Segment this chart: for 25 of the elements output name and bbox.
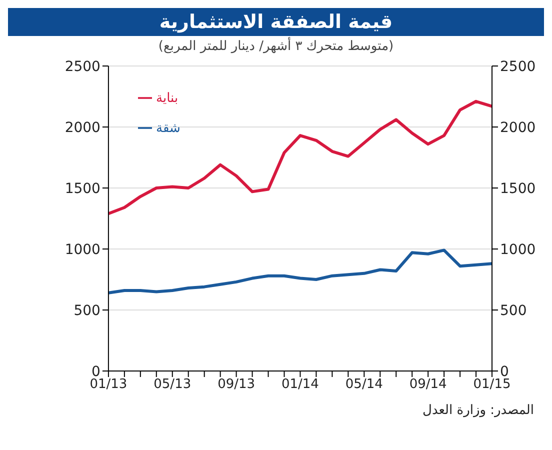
y2-tick-label: 2500 (500, 58, 536, 75)
x-tick-label: 01/14 (281, 377, 319, 392)
y-tick-label: 0 (92, 364, 100, 380)
text: المصدر: وزارة العدل (422, 403, 535, 418)
x-tick-label: 09/14 (409, 377, 447, 392)
y2-tick-label: 500 (500, 302, 527, 319)
legend-label: شقة (156, 121, 180, 136)
chart-subtitle: (متوسط متحرك ٣ أشهر/ دينار للمتر المربع) (157, 39, 395, 54)
y-tick-label: 2500 (64, 58, 100, 75)
y2-tick-label: 1500 (500, 180, 536, 197)
x-tick-label: 01/15 (473, 377, 511, 392)
x-tick-label: 05/13 (154, 377, 192, 392)
x-tick-label: 05/14 (345, 377, 383, 392)
y-tick-label: 1500 (64, 180, 100, 197)
y2-tick-label: 1000 (500, 242, 536, 258)
y-tick-label: 500 (74, 302, 100, 319)
x-tick-label: 09/13 (218, 377, 256, 392)
y-tick-label: 1000 (64, 242, 100, 258)
y-tick-label: 2000 (64, 120, 100, 136)
chart-title: قيمة الصفقة الاستثمارية (8, 8, 544, 36)
legend-label: بناية (156, 91, 178, 106)
x-tick-label: 01/13 (90, 377, 128, 392)
y2-tick-label: 0 (500, 364, 509, 380)
line-series (106, 248, 494, 294)
y2-tick-label: 2000 (500, 120, 536, 136)
